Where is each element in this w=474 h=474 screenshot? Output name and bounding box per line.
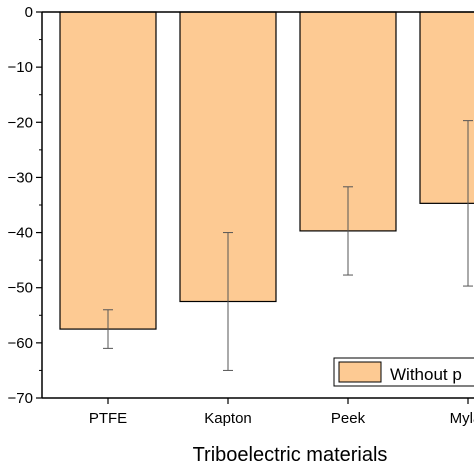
x-axis-title: Triboelectric materials xyxy=(193,444,388,466)
bar-ptfe xyxy=(59,11,157,330)
y-tick-label: −40 xyxy=(8,225,33,242)
bar-mylar xyxy=(419,11,474,204)
y-tick-label: 0 xyxy=(25,4,33,21)
y-tick-label: −30 xyxy=(8,169,33,186)
legend-swatch xyxy=(338,361,382,383)
y-tick-label: −60 xyxy=(8,335,33,352)
error-bars-group xyxy=(103,120,473,371)
axes-group: 0 −10 −20 −30 −40 −50 −60 −70 PTFE Kapton Peek Myla… xyxy=(8,4,474,427)
x-tick-label-mylar: Mylar xyxy=(450,410,474,427)
x-tick-label-peek: Peek xyxy=(331,410,366,427)
x-tick-label-kapton: Kapton xyxy=(204,410,252,427)
bars-group xyxy=(59,11,474,330)
y-tick-label: −20 xyxy=(8,114,33,131)
y-tick-label: −10 xyxy=(8,59,33,76)
x-tick-label-ptfe: PTFE xyxy=(89,410,127,427)
y-tick-label: −70 xyxy=(8,390,33,407)
legend-label: Without p xyxy=(390,365,462,384)
legend: Without p xyxy=(333,357,474,387)
y-tick-label: −50 xyxy=(8,280,33,297)
